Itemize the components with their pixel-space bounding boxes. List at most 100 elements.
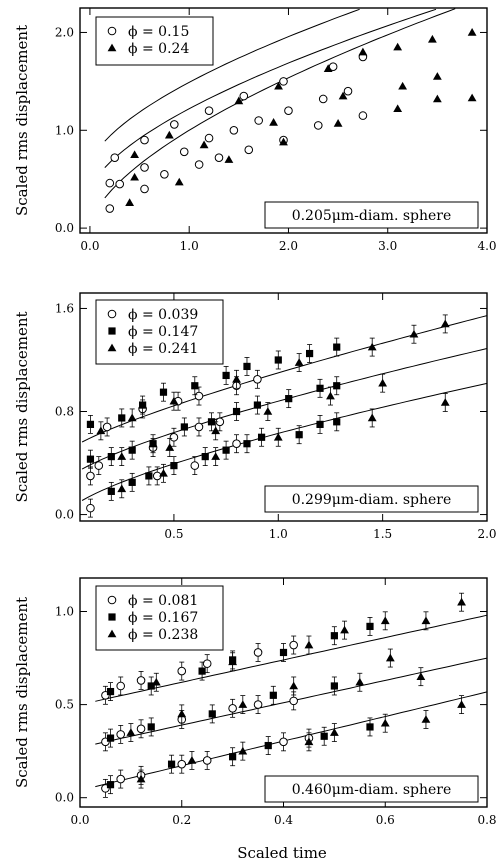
data-point-triangle (211, 452, 221, 460)
legend-marker-circle (107, 595, 117, 605)
data-point-square (201, 452, 209, 461)
data-point-triangle (398, 81, 408, 90)
sphere-label-box (264, 775, 479, 803)
data-point-triangle (294, 358, 304, 366)
data-point-square (305, 349, 314, 358)
data-point-circle (229, 125, 239, 135)
data-point-triangle (187, 756, 197, 764)
data-point-circle (194, 391, 204, 401)
legend-box (95, 299, 224, 365)
data-point-circle (116, 681, 125, 691)
data-point-triangle (234, 96, 244, 105)
data-point-square (279, 648, 288, 657)
y-tick-label: 0.0 (55, 791, 74, 805)
legend-marker-triangle (107, 43, 117, 52)
data-point-circle (284, 106, 293, 116)
y-tick-label: 0.8 (55, 405, 74, 419)
data-point-square (274, 356, 282, 364)
data-point-triangle (211, 426, 221, 435)
data-point-triangle (159, 468, 168, 477)
data-point-square (107, 452, 115, 461)
legend-box (95, 585, 224, 651)
data-point-square (253, 401, 262, 409)
x-axis-label: Scaled time (237, 844, 327, 862)
data-point-square (222, 371, 230, 380)
data-point-circle (169, 432, 179, 442)
data-point-triangle (274, 81, 283, 90)
data-point-triangle (164, 130, 174, 139)
y-tick-label: 1.0 (55, 605, 74, 619)
x-tick-label: 0.4 (274, 813, 293, 827)
data-point-square (149, 440, 157, 448)
data-point-triangle (130, 172, 139, 181)
data-point-circle (136, 676, 146, 685)
data-point-triangle (329, 728, 339, 736)
data-point-triangle (151, 677, 161, 686)
data-point-circle (202, 659, 212, 668)
data-point-square (118, 414, 126, 422)
data-point-triangle (273, 432, 283, 441)
x-tick-label: 1.0 (269, 527, 288, 541)
legend-marker-circle (107, 26, 117, 36)
data-point-triangle (174, 177, 184, 186)
sphere-label: 0.299μm-diam. sphere (292, 492, 452, 508)
legend-label: ϕ = 0.241 (128, 341, 198, 357)
x-tick-label: 2.0 (279, 239, 298, 253)
data-point-square (229, 753, 237, 761)
data-point-circle (94, 461, 104, 470)
data-point-circle (140, 135, 149, 145)
data-point-circle (358, 111, 368, 120)
data-point-square (106, 687, 115, 696)
data-point-triangle (289, 681, 299, 690)
data-point-triangle (440, 398, 450, 406)
data-point-circle (110, 153, 120, 162)
data-point-circle (140, 163, 149, 172)
data-point-square (285, 395, 293, 403)
data-point-triangle (416, 672, 426, 680)
data-point-triangle (355, 677, 365, 686)
x-tick-label: 0.6 (376, 813, 395, 827)
data-point-square (330, 682, 338, 690)
sphere-label-box (264, 201, 479, 229)
fit-curve-3 (95, 614, 488, 702)
x-tick-label: 0.0 (80, 239, 99, 253)
data-point-square (232, 407, 241, 416)
legend-label: ϕ = 0.15 (128, 24, 189, 40)
data-point-triangle (457, 700, 466, 708)
data-point-triangle (323, 64, 333, 72)
plot-frame (79, 292, 488, 522)
x-tick-label: 1.0 (180, 239, 199, 253)
data-point-triangle (304, 640, 314, 649)
data-point-triangle (117, 484, 127, 493)
legend-label: ϕ = 0.081 (128, 593, 198, 609)
y-axis-label: Scaled rms displacement (13, 311, 31, 502)
data-point-square (106, 734, 115, 742)
x-tick-label: 0.8 (477, 813, 496, 827)
data-point-circle (239, 91, 249, 101)
legend-label: ϕ = 0.238 (128, 627, 198, 643)
data-point-triangle (380, 616, 390, 625)
data-point-triangle (340, 625, 349, 634)
data-point-square (106, 781, 115, 789)
data-point-triangle (125, 198, 135, 206)
fit-curve-2 (104, 8, 437, 168)
x-tick-label: 0.0 (70, 813, 89, 827)
data-point-circle (86, 503, 95, 513)
data-point-triangle (428, 34, 437, 43)
data-point-square (243, 440, 251, 448)
x-tick-label: 4.0 (477, 239, 496, 253)
data-point-triangle (432, 72, 442, 80)
y-axis-label: Scaled rms displacement (13, 25, 31, 216)
data-point-square (333, 418, 341, 426)
data-point-circle (194, 160, 204, 169)
data-point-circle (102, 422, 112, 432)
legend-label: ϕ = 0.147 (128, 324, 198, 340)
data-point-triangle (393, 42, 403, 51)
data-point-triangle (421, 616, 431, 625)
sphere-label: 0.205μm-diam. sphere (292, 208, 452, 224)
fit-curve-1 (81, 382, 488, 501)
data-point-triangle (96, 426, 106, 435)
data-point-triangle (127, 413, 137, 422)
data-point-triangle (304, 737, 314, 746)
